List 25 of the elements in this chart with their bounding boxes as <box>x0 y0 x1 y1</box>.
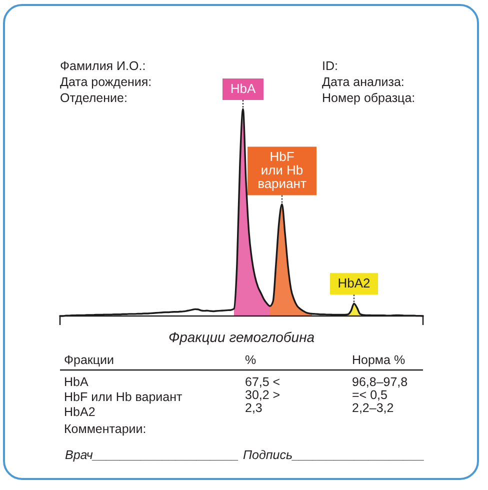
series-label: HbA2 <box>338 276 370 291</box>
text: Врач_____________________ <box>65 448 239 462</box>
text: ID: <box>322 59 338 73</box>
text: Дата анализа: <box>322 75 404 89</box>
text: Подпись___________________ <box>243 448 425 462</box>
text: HbF или Hb вариант <box>64 390 183 404</box>
text: =< 0,5 <box>352 388 388 402</box>
text: 30,2 > <box>245 388 280 402</box>
text: Номер образца: <box>322 91 416 105</box>
text: 2,2–3,2 <box>352 401 394 415</box>
series-label: HbA <box>230 81 256 96</box>
text: % <box>245 353 256 367</box>
text: 2,3 <box>245 401 262 415</box>
x-axis-title: Фракции гемоглобина <box>168 329 315 345</box>
text: Дата рождения: <box>60 75 152 89</box>
text: Фамилия И.О.: <box>60 59 146 73</box>
text: Норма % <box>352 353 406 367</box>
text: HbA <box>64 375 89 389</box>
text: 96,8–97,8 <box>352 375 408 389</box>
text: 67,5 < <box>245 375 280 389</box>
text: Отделение: <box>60 91 128 105</box>
text: Комментарии: <box>64 422 146 436</box>
text: HbA2 <box>64 405 96 419</box>
text: Фракции <box>64 353 114 367</box>
text: HbF или Hb вариант <box>258 149 306 192</box>
